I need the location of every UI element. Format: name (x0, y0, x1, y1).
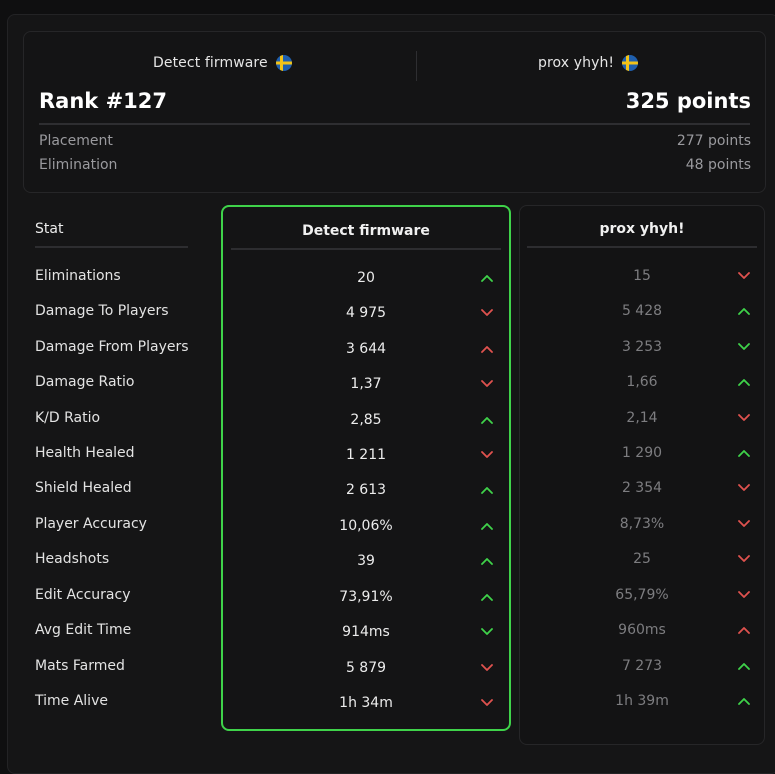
sweden-flag-icon (622, 55, 639, 71)
player-a-stat-value: 10,06% (339, 518, 393, 534)
player-a-column-header: Detect firmware (302, 223, 430, 239)
stat-label: Headshots (35, 551, 110, 567)
player-b-stat-value: 1h 39m (615, 693, 669, 709)
player-b-stat-value: 2 354 (621, 480, 663, 496)
arrow-up-icon (738, 307, 750, 315)
player-a-stat-value: 4 975 (345, 305, 387, 321)
player-a-stat-value: 73,91% (339, 589, 393, 605)
stat-label: Avg Edit Time (35, 622, 132, 638)
stat-label: Shield Healed (35, 480, 132, 496)
arrow-up-icon (481, 486, 493, 494)
sweden-flag-icon (275, 55, 292, 71)
arrow-up-icon (481, 522, 493, 530)
player-divider (416, 51, 417, 81)
arrow-down-icon (738, 343, 750, 351)
stat-label: Damage From Players (35, 339, 189, 355)
stat-label: K/D Ratio (35, 410, 101, 426)
stat-label: Health Healed (35, 445, 135, 461)
rank-title: Rank #127 (39, 89, 167, 113)
arrow-down-icon (738, 520, 750, 528)
summary-divider (39, 123, 750, 125)
player-a-stat-value: 1h 34m (339, 695, 393, 711)
arrow-up-icon (481, 274, 493, 282)
arrow-up-icon (738, 626, 750, 634)
player-b-stat-value: 15 (633, 268, 651, 284)
arrow-down-icon (481, 699, 493, 707)
stat-label: Player Accuracy (35, 516, 147, 532)
player-a-stat-value: 20 (357, 270, 375, 286)
player-b-stat-value: 960ms (618, 622, 666, 638)
player-b-name[interactable]: prox yhyh! (538, 55, 639, 71)
player-a-stat-value: 1 211 (345, 447, 387, 463)
player-b-header-underline (527, 246, 757, 248)
arrow-up-icon (738, 697, 750, 705)
placement-value: 277 points (676, 133, 751, 149)
arrow-down-icon (481, 628, 493, 636)
player-a-stat-value: 2 613 (345, 482, 387, 498)
arrow-up-icon (738, 662, 750, 670)
player-b-stat-value: 3 253 (621, 339, 663, 355)
player-a-stat-value: 3 644 (345, 341, 387, 357)
player-a-stat-value: 39 (357, 553, 375, 569)
player-a-stat-value: 2,85 (350, 412, 382, 428)
arrow-down-icon (738, 555, 750, 563)
arrow-up-icon (481, 416, 493, 424)
match-summary-panel (23, 31, 766, 193)
placement-label: Placement (39, 133, 113, 149)
arrow-up-icon (481, 557, 493, 565)
stat-label: Mats Farmed (35, 658, 125, 674)
player-b-stat-value: 1,66 (626, 374, 658, 390)
player-a-stat-value: 914ms (342, 624, 390, 640)
arrow-down-icon (738, 414, 750, 422)
player-b-stat-value: 25 (633, 551, 651, 567)
arrow-down-icon (738, 591, 750, 599)
stat-label: Damage Ratio (35, 374, 135, 390)
stat-label: Time Alive (35, 693, 108, 709)
player-b-stat-value: 65,79% (615, 587, 669, 603)
player-a-stat-value: 1,37 (350, 376, 382, 392)
arrow-down-icon (481, 380, 493, 388)
stat-header-underline (35, 246, 188, 248)
player-b-name-text: prox yhyh! (538, 55, 615, 71)
player-b-column-header: prox yhyh! (599, 221, 685, 237)
arrow-up-icon (738, 449, 750, 457)
player-b-stat-value: 1 290 (621, 445, 663, 461)
arrow-up-icon (738, 378, 750, 386)
arrow-up-icon (481, 593, 493, 601)
player-a-column-highlight (221, 205, 511, 731)
arrow-up-icon (481, 345, 493, 353)
stat-label: Edit Accuracy (35, 587, 131, 603)
player-a-name[interactable]: Detect firmware (153, 55, 292, 71)
arrow-down-icon (738, 484, 750, 492)
player-a-stat-value: 5 879 (345, 660, 387, 676)
total-points: 325 points (625, 89, 751, 113)
stat-label: Eliminations (35, 268, 121, 284)
stat-label: Damage To Players (35, 303, 169, 319)
arrow-down-icon (481, 664, 493, 672)
player-b-column (519, 205, 765, 745)
arrow-down-icon (738, 272, 750, 280)
player-b-stat-value: 7 273 (621, 658, 663, 674)
player-b-stat-value: 5 428 (621, 303, 663, 319)
arrow-down-icon (481, 451, 493, 459)
stat-column-header: Stat (35, 221, 64, 237)
arrow-down-icon (481, 309, 493, 317)
elimination-value: 48 points (685, 157, 751, 173)
player-b-stat-value: 2,14 (626, 410, 658, 426)
player-a-header-underline (231, 248, 501, 250)
player-a-name-text: Detect firmware (153, 55, 268, 71)
elimination-label: Elimination (39, 157, 118, 173)
player-b-stat-value: 8,73% (619, 516, 665, 532)
